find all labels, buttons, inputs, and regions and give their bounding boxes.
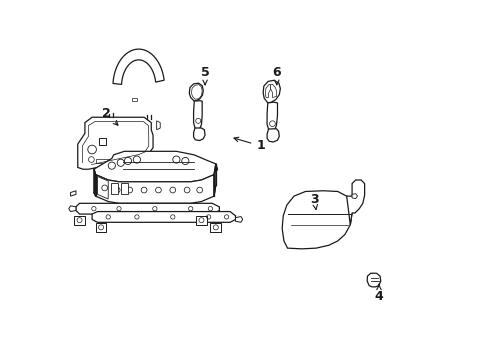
PathPatch shape	[351, 194, 357, 199]
PathPatch shape	[214, 164, 215, 196]
PathPatch shape	[265, 85, 270, 98]
PathPatch shape	[156, 121, 160, 130]
PathPatch shape	[69, 206, 76, 212]
PathPatch shape	[191, 85, 202, 99]
PathPatch shape	[113, 49, 164, 84]
PathPatch shape	[96, 223, 106, 232]
PathPatch shape	[189, 83, 203, 101]
PathPatch shape	[366, 273, 380, 287]
PathPatch shape	[78, 117, 153, 169]
Text: 5: 5	[200, 66, 209, 85]
PathPatch shape	[346, 180, 364, 225]
PathPatch shape	[263, 80, 280, 103]
PathPatch shape	[193, 101, 202, 130]
PathPatch shape	[70, 191, 76, 196]
Text: 4: 4	[374, 284, 383, 303]
PathPatch shape	[76, 203, 219, 214]
PathPatch shape	[96, 159, 133, 163]
PathPatch shape	[96, 175, 214, 203]
PathPatch shape	[97, 176, 108, 199]
PathPatch shape	[196, 216, 206, 225]
PathPatch shape	[270, 84, 276, 98]
Text: 1: 1	[234, 137, 264, 152]
PathPatch shape	[210, 223, 221, 232]
PathPatch shape	[99, 138, 106, 145]
PathPatch shape	[111, 183, 118, 194]
PathPatch shape	[266, 129, 279, 142]
PathPatch shape	[94, 151, 217, 182]
PathPatch shape	[282, 191, 351, 249]
PathPatch shape	[74, 216, 85, 225]
PathPatch shape	[92, 212, 235, 222]
PathPatch shape	[266, 102, 277, 131]
PathPatch shape	[193, 128, 204, 140]
PathPatch shape	[94, 169, 96, 196]
PathPatch shape	[235, 217, 242, 222]
Text: 3: 3	[309, 193, 318, 210]
Text: 6: 6	[272, 66, 281, 85]
PathPatch shape	[131, 98, 137, 101]
PathPatch shape	[121, 183, 128, 194]
Text: 2: 2	[102, 107, 118, 125]
